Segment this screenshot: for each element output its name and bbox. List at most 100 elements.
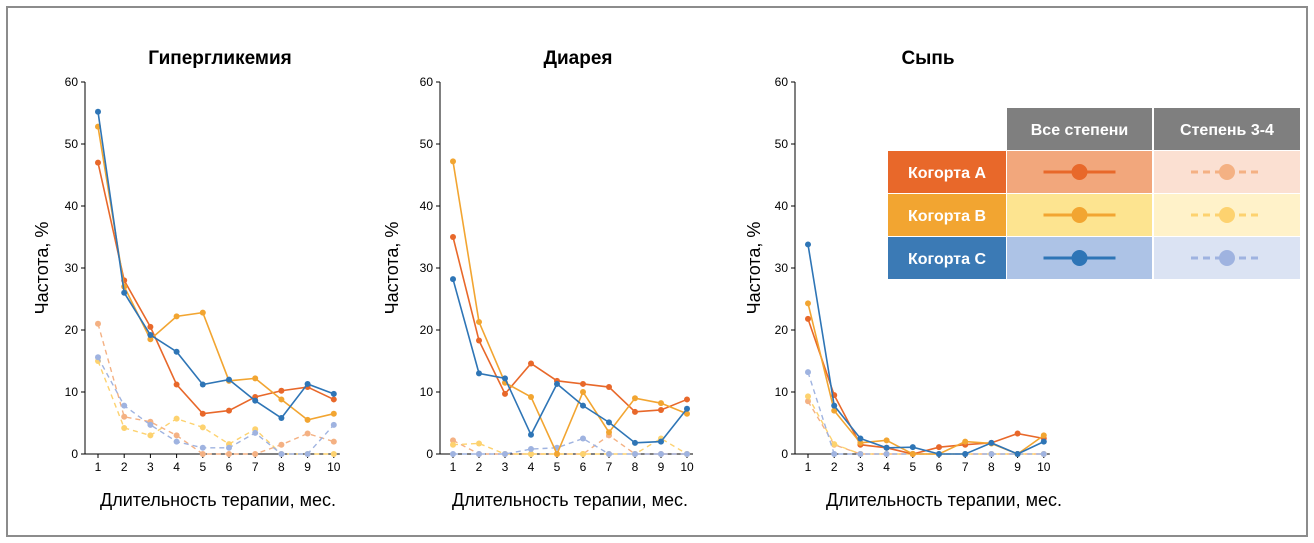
x-tick-label: 7 [252, 460, 259, 474]
data-point-A-all [805, 315, 811, 322]
y-tick-label: 30 [420, 261, 434, 275]
legend-row-label-bg [888, 151, 1006, 193]
data-point-A-3-4 [304, 430, 311, 437]
data-point-B-all [962, 438, 969, 445]
legend-swatch-marker-all [1071, 250, 1088, 266]
data-point-B-all [883, 437, 890, 444]
legend-row-label: Когорта B [908, 208, 986, 225]
y-tick-label: 50 [65, 137, 79, 151]
legend-row-label-bg [888, 194, 1006, 236]
data-point-A-all [330, 396, 337, 403]
chart-title: Диарея [543, 48, 612, 69]
series-line-A-3-4 [807, 400, 1044, 455]
data-point-A-all [684, 396, 690, 403]
data-point-A-3-4 [252, 451, 259, 457]
y-tick-label: 50 [420, 137, 434, 151]
legend-swatch-marker-34 [1219, 164, 1235, 180]
x-tick-label: 7 [606, 460, 613, 474]
legend-swatch-marker-all [1071, 164, 1088, 180]
data-point-A-3-4 [173, 432, 180, 439]
x-tick-label: 7 [962, 460, 969, 474]
data-point-C-all [476, 370, 482, 377]
data-point-C-all [278, 415, 285, 422]
series-line-C-3-4 [807, 371, 1044, 455]
data-point-B-all [684, 410, 690, 417]
data-point-B-3-4 [147, 432, 154, 439]
data-point-C-3-4 [304, 451, 311, 457]
data-point-C-3-4 [606, 451, 612, 457]
y-tick-label: 60 [775, 75, 789, 89]
series-line-C-all [452, 278, 688, 444]
data-point-C-all [1014, 451, 1021, 457]
x-tick-label: 5 [554, 460, 561, 474]
series-line-C-3-4 [453, 437, 687, 455]
data-point-C-all [450, 276, 456, 283]
y-tick-label: 0 [781, 447, 788, 461]
x-tick-label: 8 [632, 460, 639, 474]
data-point-B-3-4 [580, 451, 586, 457]
data-point-C-all [962, 451, 969, 457]
y-axis-label: Частота, % [744, 222, 764, 315]
chart-panel-1 [81, 81, 340, 458]
x-tick-label: 2 [121, 460, 128, 474]
series-line-A-3-4 [452, 434, 687, 455]
data-point-C-3-4 [988, 451, 995, 457]
data-point-C-3-4 [147, 421, 154, 428]
data-point-C-3-4 [450, 451, 456, 457]
series-line-B-all [97, 126, 334, 421]
data-point-B-all [528, 393, 534, 400]
series-line-A-all [97, 162, 335, 415]
x-tick-label: 4 [173, 460, 180, 474]
legend-header-all-label: Все степени [1031, 122, 1129, 139]
x-tick-label: 6 [580, 460, 587, 474]
data-point-A-all [1014, 430, 1021, 437]
data-point-A-3-4 [278, 441, 285, 448]
x-tick-label: 8 [988, 460, 995, 474]
y-tick-label: 40 [420, 199, 434, 213]
series-line-B-all [452, 161, 688, 456]
x-axis-label: Длительность терапии, мес. [826, 490, 1062, 510]
legend-swatch-marker-all [1071, 207, 1088, 223]
data-point-C-all [658, 438, 664, 445]
data-point-C-all [936, 451, 942, 457]
legend [888, 108, 1300, 279]
data-point-A-all [199, 410, 206, 417]
chart-title: Гипергликемия [148, 48, 291, 69]
x-tick-label: 1 [95, 460, 102, 474]
data-point-A-all [147, 323, 154, 330]
series-line-B-3-4 [97, 360, 334, 455]
data-point-C-3-4 [805, 369, 811, 376]
data-point-A-all [450, 234, 456, 240]
data-point-C-all [883, 444, 890, 451]
x-tick-label: 3 [857, 460, 864, 474]
chart-panel-2 [436, 81, 693, 458]
legend-header-34-label: Степень 3-4 [1180, 122, 1274, 139]
y-tick-label: 40 [775, 199, 789, 213]
y-tick-label: 10 [420, 385, 434, 399]
data-point-C-all [580, 402, 586, 409]
data-point-C-all [805, 241, 811, 248]
data-point-B-all [909, 451, 916, 457]
data-point-B-all [831, 407, 838, 414]
data-point-A-3-4 [226, 451, 232, 457]
data-point-C-3-4 [684, 451, 690, 457]
data-point-C-all [330, 390, 337, 397]
data-point-B-all [330, 410, 337, 417]
x-tick-label: 1 [450, 460, 457, 474]
data-point-C-all [988, 439, 995, 446]
data-point-C-3-4 [278, 451, 285, 457]
y-tick-label: 10 [65, 385, 79, 399]
data-point-C-all [121, 289, 128, 296]
data-point-C-all [95, 108, 101, 115]
series-line-C-all [807, 244, 1045, 455]
data-point-C-all [502, 375, 508, 382]
data-point-B-all [580, 389, 586, 395]
x-tick-label: 10 [680, 460, 694, 474]
data-point-A-3-4 [121, 413, 128, 420]
data-point-C-3-4 [528, 446, 534, 453]
x-tick-label: 4 [883, 460, 890, 474]
data-point-B-3-4 [831, 441, 838, 448]
data-point-C-all [252, 397, 259, 404]
data-point-B-all [476, 318, 482, 325]
data-point-A-3-4 [199, 451, 206, 457]
